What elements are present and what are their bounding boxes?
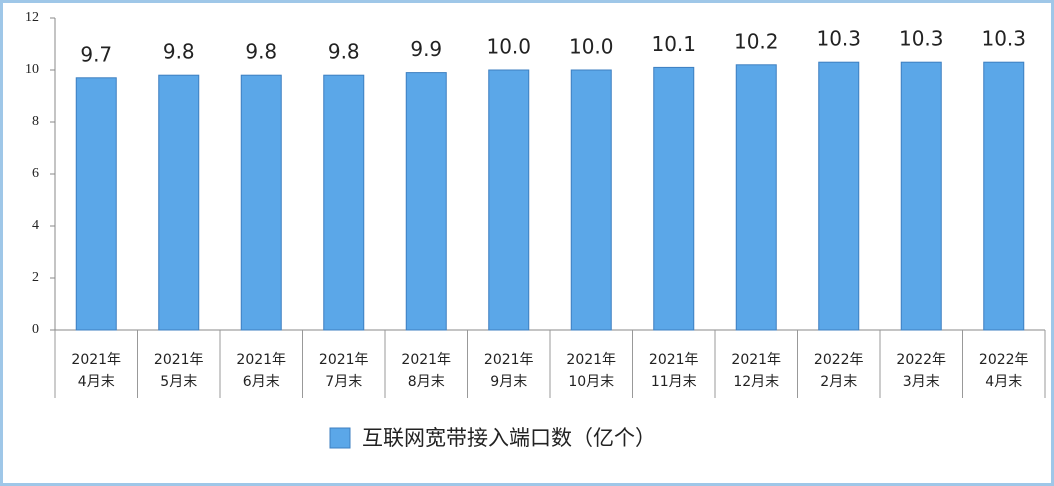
value-label: 10.3 [816, 27, 861, 51]
y-tick-label: 12 [25, 10, 39, 25]
bar [488, 69, 530, 331]
x-tick-label: 2022年 [814, 352, 864, 368]
y-tick-label: 6 [32, 166, 39, 181]
x-tick-label: 3月末 [903, 374, 940, 390]
bar [158, 74, 200, 331]
y-tick-label: 2 [32, 270, 39, 285]
x-tick-label: 9月末 [490, 374, 527, 390]
x-tick-label: 8月末 [408, 374, 445, 390]
bar [900, 61, 942, 331]
value-label: 10.2 [734, 29, 779, 53]
legend-label: 互联网宽带接入端口数（亿个） [362, 426, 656, 450]
bar [323, 74, 365, 331]
x-tick-label: 2021年 [649, 352, 699, 368]
x-tick-label: 4月末 [78, 374, 115, 390]
value-label: 9.9 [410, 37, 442, 61]
x-tick-label: 2021年 [236, 352, 286, 368]
x-tick-label: 12月末 [733, 374, 779, 390]
x-tick-label: 2021年 [566, 352, 616, 368]
x-tick-label: 2021年 [731, 352, 781, 368]
x-tick-label: 2021年 [71, 352, 121, 368]
bar [653, 66, 695, 331]
value-label: 9.7 [80, 42, 112, 66]
y-tick-label: 10 [25, 62, 39, 77]
bar [818, 61, 860, 331]
value-label: 9.8 [245, 40, 277, 64]
x-tick-label: 2021年 [154, 352, 204, 368]
x-tick-label: 2021年 [319, 352, 369, 368]
bar [75, 77, 117, 331]
x-tick-label: 6月末 [243, 374, 280, 390]
value-label: 9.8 [163, 40, 195, 64]
y-tick-label: 8 [32, 114, 39, 129]
bar [570, 69, 612, 331]
bar [405, 72, 447, 331]
x-tick-label: 2月末 [820, 374, 857, 390]
y-tick-label: 0 [32, 322, 39, 337]
value-label: 10.0 [569, 35, 614, 59]
value-label: 10.3 [981, 27, 1026, 51]
value-label: 10.3 [899, 27, 944, 51]
value-label: 9.8 [328, 40, 360, 64]
x-tick-label: 10月末 [568, 374, 614, 390]
x-tick-label: 4月末 [985, 374, 1022, 390]
value-label: 10.0 [486, 35, 531, 59]
bar [735, 64, 777, 331]
y-tick-label: 4 [32, 218, 39, 233]
legend-swatch [329, 427, 351, 449]
value-label: 10.1 [651, 32, 696, 56]
x-tick-label: 7月末 [325, 374, 362, 390]
x-tick-label: 2022年 [896, 352, 946, 368]
x-tick-label: 11月末 [651, 374, 697, 390]
bar [983, 61, 1025, 331]
x-tick-label: 2021年 [401, 352, 451, 368]
x-tick-label: 5月末 [160, 374, 197, 390]
x-tick-label: 2021年 [484, 352, 534, 368]
bar [240, 74, 282, 331]
x-tick-label: 2022年 [979, 352, 1029, 368]
